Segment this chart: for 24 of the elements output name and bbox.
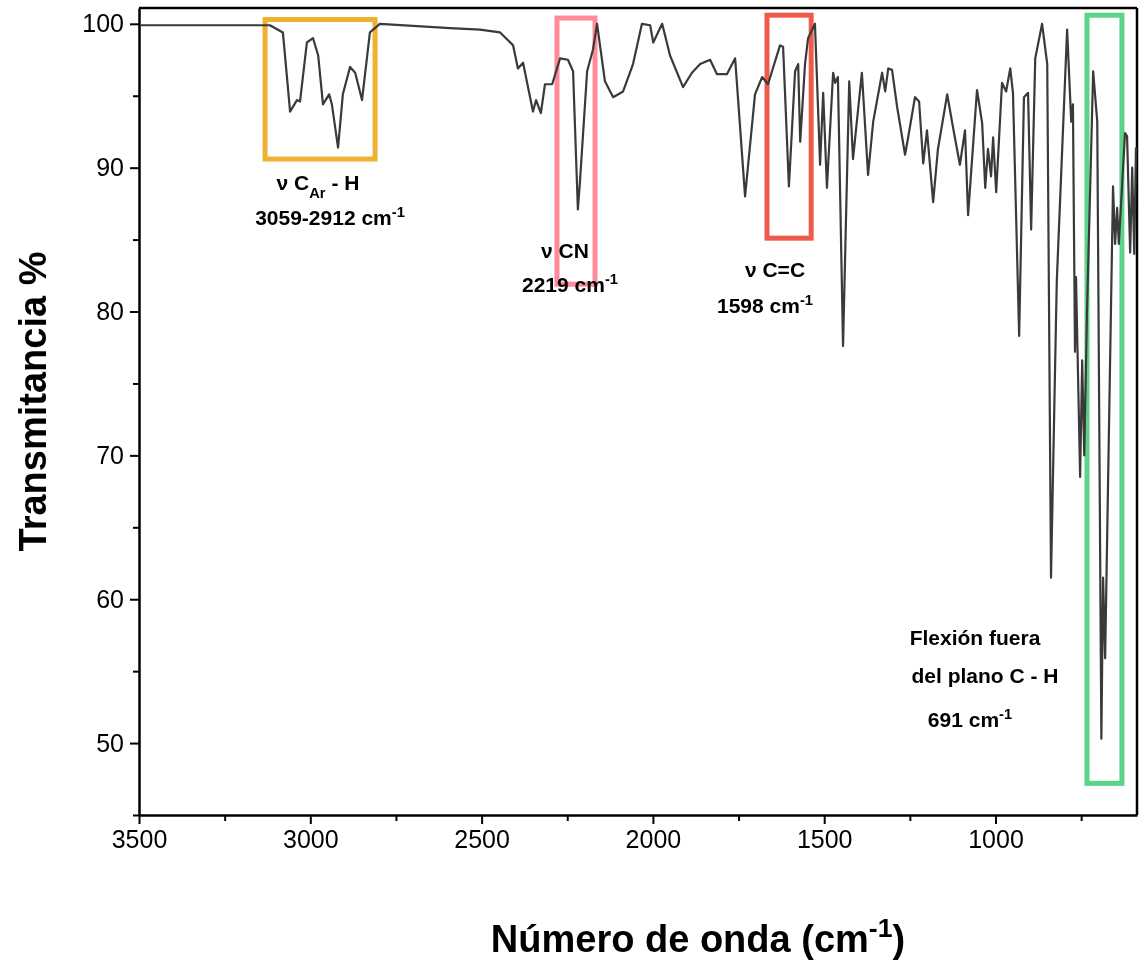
x-tick-label: 1000 [968,824,1024,853]
line-series [138,22,1138,740]
annotation: 2219 cm$^{-1}$ [522,271,618,296]
y-tick-label: 70 [96,440,124,469]
x-tick-label: 2000 [625,824,682,853]
y-tick-label: 50 [96,728,124,757]
y-tick-label: 60 [96,584,124,613]
x-tick-label: 3500 [111,824,168,853]
y-tick-label: 80 [96,297,124,326]
y-tick-label: 90 [96,153,124,182]
annotation: 1598 cm$^{-1}$ [717,292,813,317]
annotation: Flexión fuera [909,626,1041,649]
x-tick-label: 1500 [796,824,853,853]
annotation: 3059-2912 cm$^{-1}$ [255,204,405,229]
y-axis-title: Transmitancia % [12,251,54,552]
x-tick-label: 2500 [454,824,510,853]
annotation: ν CN [541,239,589,262]
y-tick-label: 100 [82,9,124,38]
annotation: del plano C - H [911,664,1059,687]
annotation: ν C=C [744,258,806,281]
annotation: ν C$_{Ar}$ - H [276,171,360,201]
annotation: 691 cm$^{-1}$ [927,706,1013,731]
x-axis-title: Número de onda (cm$^{-1}$) [490,913,906,960]
x-tick-label: 3000 [282,824,339,853]
